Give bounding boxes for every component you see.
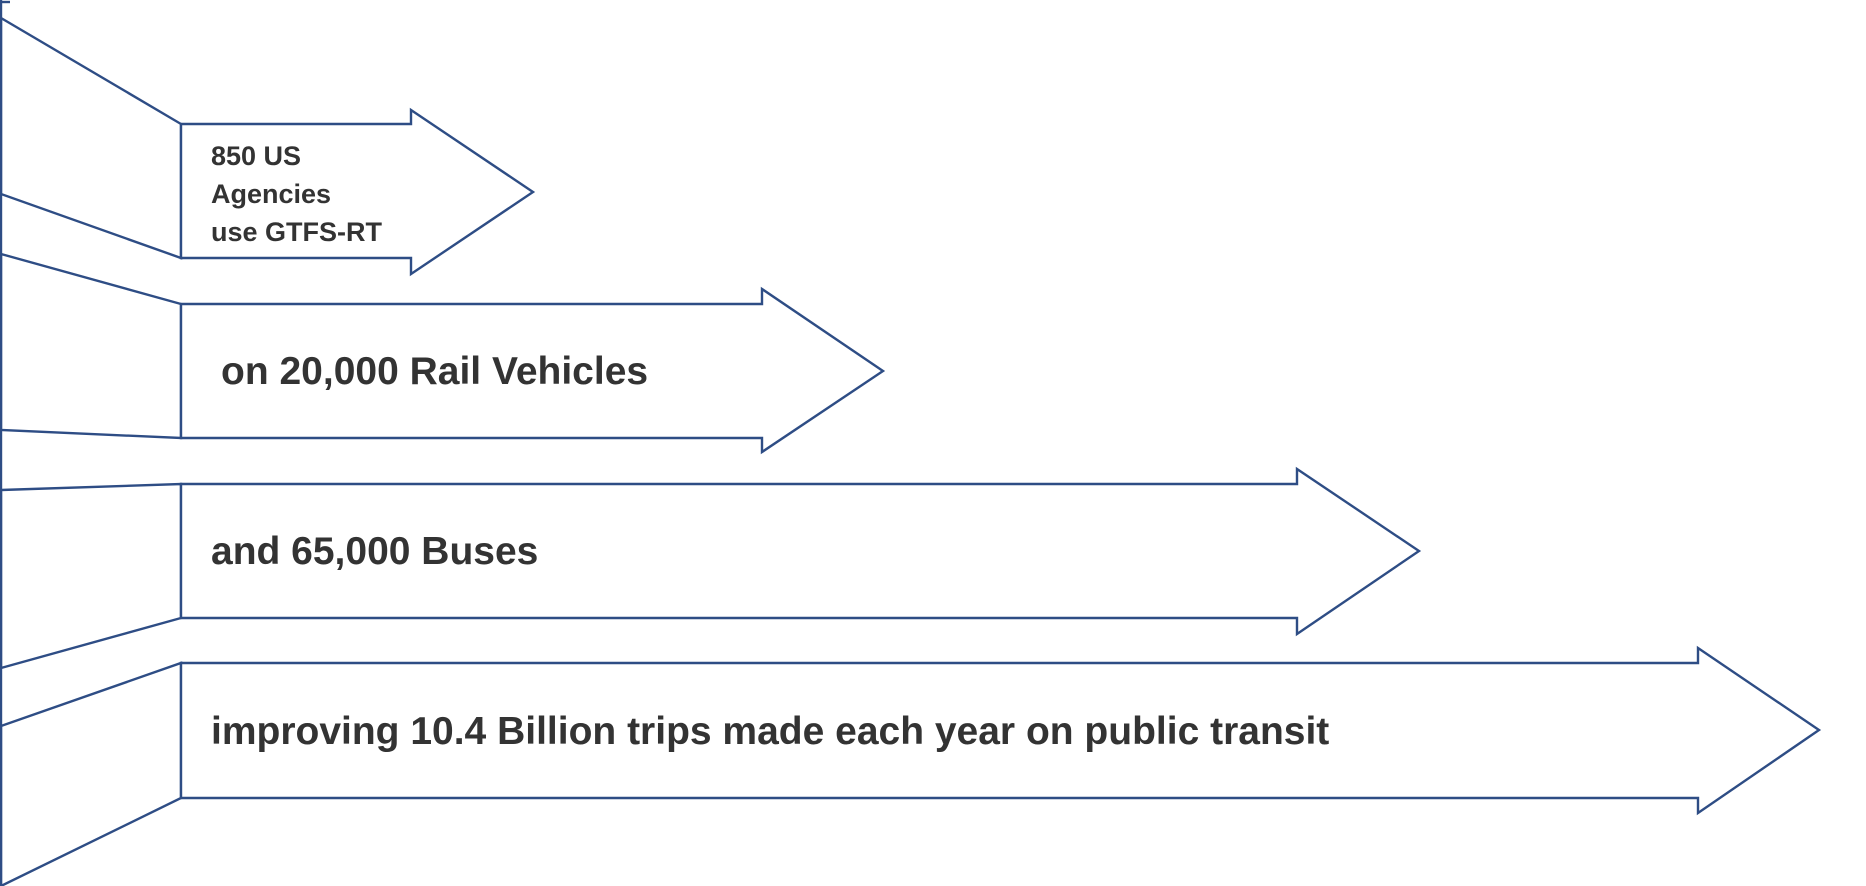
arrow-3-shape xyxy=(179,466,1422,637)
arrow-3-line-1: and 65,000 Buses xyxy=(211,530,538,573)
arrow-1-label: 850 US Agencies use GTFS-RT xyxy=(211,141,383,247)
funnel-wedge xyxy=(0,252,183,440)
arrow-4-shape xyxy=(179,645,1822,816)
arrow-3: and 65,000 Buses xyxy=(179,466,1422,637)
arrow-2-line-1: on 20,000 Rail Vehicles xyxy=(221,350,648,393)
arrow-4-line-1: improving 10.4 Billion trips made each y… xyxy=(211,710,1329,753)
arrow-4: improving 10.4 Billion trips made each y… xyxy=(179,645,1822,816)
arrow-2-shape xyxy=(179,286,886,455)
arrow-3-label: and 65,000 Buses xyxy=(211,530,538,573)
arrow-2-label: on 20,000 Rail Vehicles xyxy=(221,350,648,393)
arrow-1-line-3: use GTFS-RT xyxy=(211,217,383,247)
arrow-2: on 20,000 Rail Vehicles xyxy=(179,286,886,455)
funnel-wedge xyxy=(0,482,183,670)
funnel-wedge xyxy=(0,661,183,886)
arrow-4-label: improving 10.4 Billion trips made each y… xyxy=(211,710,1329,753)
arrow-1-line-1: 850 US xyxy=(211,141,301,171)
funnel-wedge xyxy=(0,16,183,260)
arrow-1: 850 US Agencies use GTFS-RT xyxy=(179,107,536,277)
arrow-1-shape xyxy=(179,107,536,277)
arrow-1-line-2: Agencies xyxy=(211,179,331,209)
